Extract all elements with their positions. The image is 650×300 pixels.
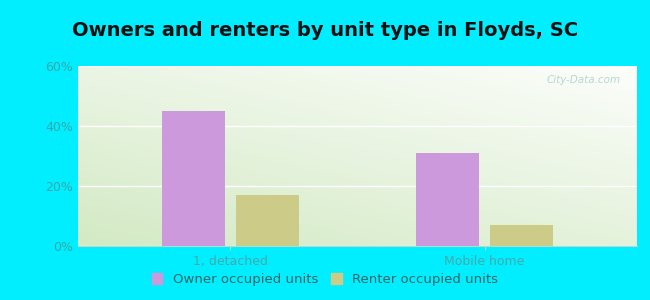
Text: City-Data.com: City-Data.com — [546, 75, 620, 85]
Bar — [489, 225, 553, 246]
Bar — [235, 195, 299, 246]
Text: Owners and renters by unit type in Floyds, SC: Owners and renters by unit type in Floyd… — [72, 21, 578, 40]
Bar — [416, 153, 480, 246]
Bar — [162, 111, 226, 246]
Legend: Owner occupied units, Renter occupied units: Owner occupied units, Renter occupied un… — [148, 269, 502, 290]
